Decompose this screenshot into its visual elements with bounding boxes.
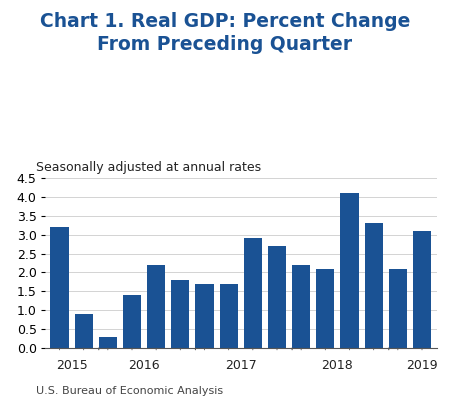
Bar [389, 269, 407, 348]
Bar [268, 246, 286, 348]
Text: 2015: 2015 [56, 358, 87, 372]
Text: Chart 1. Real GDP: Percent Change
From Preceding Quarter: Chart 1. Real GDP: Percent Change From P… [40, 12, 410, 54]
Bar [341, 193, 359, 348]
Bar [50, 227, 68, 348]
Text: 2019: 2019 [406, 358, 438, 372]
Bar [292, 265, 310, 348]
Bar [75, 314, 93, 348]
Bar [316, 269, 334, 348]
Text: 2018: 2018 [322, 358, 353, 372]
Bar [195, 284, 214, 348]
Bar [147, 265, 165, 348]
Bar [171, 280, 189, 348]
Bar [123, 295, 141, 348]
Bar [413, 231, 431, 348]
Bar [99, 337, 117, 348]
Bar [364, 223, 383, 348]
Text: Seasonally adjusted at annual rates: Seasonally adjusted at annual rates [36, 161, 261, 174]
Bar [244, 238, 262, 348]
Text: 2016: 2016 [128, 358, 160, 372]
Bar [220, 284, 238, 348]
Text: 2017: 2017 [225, 358, 256, 372]
Text: U.S. Bureau of Economic Analysis: U.S. Bureau of Economic Analysis [36, 386, 223, 396]
